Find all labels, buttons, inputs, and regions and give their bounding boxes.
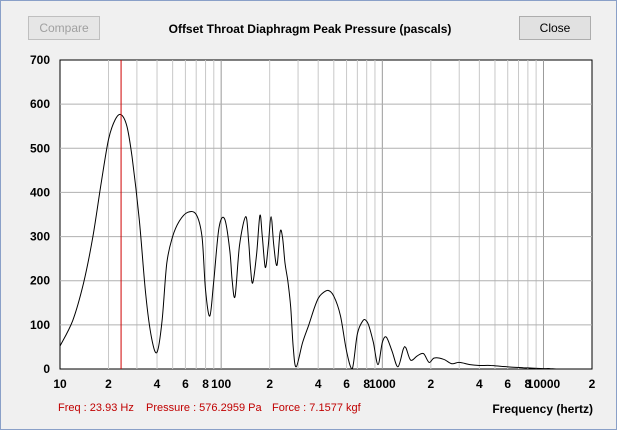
y-tick-label: 0 xyxy=(43,362,50,376)
x-tick-label: 2 xyxy=(105,377,112,391)
chart-title: Offset Throat Diaphragm Peak Pressure (p… xyxy=(168,22,452,36)
y-tick-label: 700 xyxy=(30,53,50,67)
x-tick-label: 8 xyxy=(363,377,370,391)
y-tick-label: 200 xyxy=(30,274,50,288)
y-tick-label: 500 xyxy=(30,141,50,155)
x-tick-label: 8 xyxy=(202,377,209,391)
y-tick-label: 600 xyxy=(30,97,50,111)
x-tick-label: 10000 xyxy=(527,377,561,391)
x-tick-label: 100 xyxy=(211,377,231,391)
plot-area xyxy=(59,59,593,370)
x-tick-label: 10 xyxy=(53,377,67,391)
close-button[interactable]: Close xyxy=(519,16,591,40)
x-tick-label: 4 xyxy=(154,377,161,391)
x-tick-label: 2 xyxy=(266,377,273,391)
x-tick-label: 6 xyxy=(182,377,189,391)
x-tick-label: 2 xyxy=(589,377,596,391)
y-tick-label: 400 xyxy=(30,185,50,199)
status-frequency: Freq : 23.93 Hz xyxy=(58,402,134,414)
grid-lines xyxy=(60,60,592,369)
x-tick-label: 6 xyxy=(504,377,511,391)
x-axis-label: Frequency (hertz) xyxy=(492,402,593,416)
x-tick-label: 4 xyxy=(476,377,483,391)
pressure-curve xyxy=(59,113,557,370)
status-pressure: Pressure : 576.2959 Pa xyxy=(146,402,262,414)
x-tick-label: 4 xyxy=(315,377,322,391)
x-tick-label: 1000 xyxy=(369,377,396,391)
x-tick-label: 2 xyxy=(427,377,434,391)
compare-button[interactable]: Compare xyxy=(28,16,100,40)
y-axis: 0 100 200 300 400 500 600 700 xyxy=(30,53,50,376)
y-tick-label: 300 xyxy=(30,230,50,244)
x-tick-label: 6 xyxy=(343,377,350,391)
status-force: Force : 7.1577 kgf xyxy=(272,402,361,414)
y-tick-label: 100 xyxy=(30,318,50,332)
x-tick-label: 8 xyxy=(525,377,532,391)
